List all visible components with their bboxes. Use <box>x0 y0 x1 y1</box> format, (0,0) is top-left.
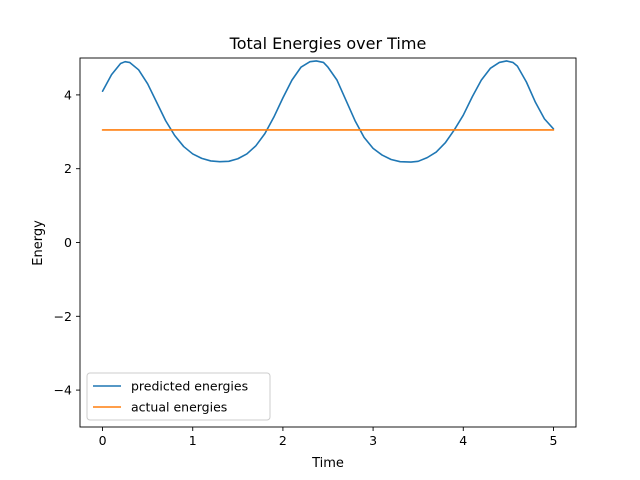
y-tick-label-3: 2 <box>64 161 72 176</box>
series-layer <box>101 60 555 163</box>
x-tick-label-0: 0 <box>99 433 107 448</box>
legend-label-1: actual energies <box>131 400 227 415</box>
x-tick-label-3: 3 <box>369 433 377 448</box>
x-tick-label-4: 4 <box>459 433 467 448</box>
x-axis-label: Time <box>311 456 344 471</box>
plot-area <box>80 58 576 427</box>
legend-box <box>86 372 271 421</box>
x-tick-label-5: 5 <box>549 433 557 448</box>
y-tick-label-4: 4 <box>64 87 72 102</box>
legend: predicted energies actual energies <box>86 372 271 421</box>
x-tick-label-1: 1 <box>189 433 197 448</box>
y-axis-label: Energy <box>31 220 46 266</box>
axes-layer: 0 1 2 3 4 5 −4 −2 0 2 4 <box>54 57 577 448</box>
y-tick-label-0: −4 <box>54 383 72 398</box>
x-tick-label-2: 2 <box>279 433 287 448</box>
legend-label-0: predicted energies <box>131 379 248 394</box>
y-tick-label-2: 0 <box>64 235 72 250</box>
series-line-0 <box>101 60 555 163</box>
chart-title: Total Energies over Time <box>229 34 427 53</box>
y-tick-label-1: −2 <box>54 309 72 324</box>
